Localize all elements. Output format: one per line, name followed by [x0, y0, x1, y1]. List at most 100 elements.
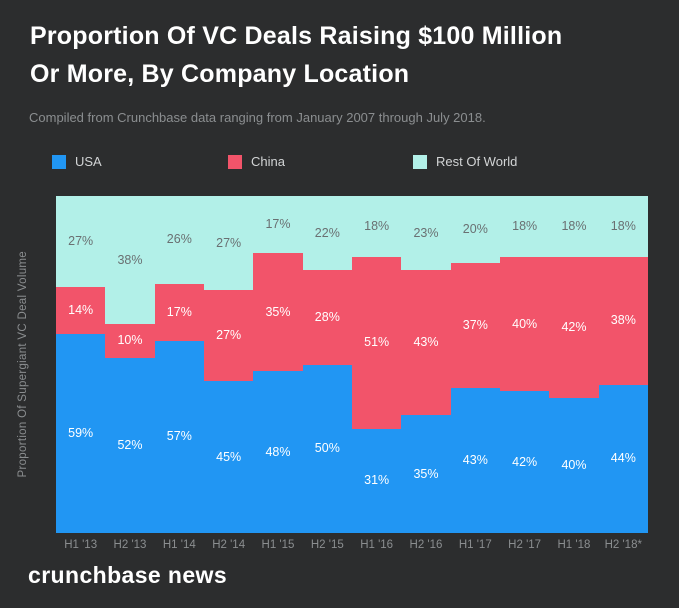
value-label-rest-of-world: 18%: [364, 218, 390, 233]
legend-item-china: China: [228, 154, 413, 169]
x-tick: H2 '14: [212, 539, 246, 551]
segment-rest-of-world: 17%: [253, 196, 303, 254]
y-axis: Proportion Of Supergiant VC Deal Volume: [0, 196, 46, 533]
value-label-china: 37%: [462, 318, 488, 333]
x-axis: H1 '13 H2 '13 H1 '14 H2 '14 H1 '15 H2 '15 H1 '…: [56, 539, 648, 551]
segment-rest-of-world: 20%: [450, 196, 500, 264]
segment-china: 43%: [401, 270, 451, 416]
segment-usa: 48%: [253, 371, 303, 533]
value-label-usa: 52%: [117, 437, 143, 452]
segment-china: 17%: [154, 283, 204, 341]
value-label-rest-of-world: 27%: [216, 235, 242, 250]
x-tick: H1 '13: [64, 539, 98, 551]
value-label-china: 35%: [265, 304, 291, 319]
x-tick: H2 '17: [508, 539, 542, 551]
value-label-china: 17%: [166, 304, 192, 319]
legend-swatch-usa: [52, 154, 66, 169]
value-label-usa: 45%: [216, 449, 242, 464]
value-label-china: 40%: [512, 316, 538, 331]
plot-area: 59% 14% 27% 52% 10% 38% 57% 17% 26% 45% 27% 27% 48% 3…: [56, 196, 648, 533]
legend-swatch-rest-of-world: [413, 154, 427, 169]
value-label-usa: 43%: [462, 453, 488, 468]
segment-usa: 35%: [401, 415, 451, 533]
y-axis-label: Proportion Of Supergiant VC Deal Volume: [17, 251, 29, 478]
value-label-china: 38%: [610, 313, 636, 328]
value-label-usa: 44%: [610, 451, 636, 466]
value-label-rest-of-world: 27%: [68, 234, 94, 248]
value-label-china: 27%: [216, 328, 242, 343]
value-label-usa: 42%: [512, 454, 538, 469]
segment-rest-of-world: 23%: [401, 196, 451, 271]
legend-item-rest-of-world: Rest Of World: [413, 154, 517, 169]
value-label-china: 10%: [117, 333, 143, 348]
segment-usa: 43%: [450, 388, 500, 533]
value-label-china: 28%: [314, 309, 340, 324]
value-label-china: 42%: [561, 319, 587, 334]
value-label-china: 14%: [68, 303, 94, 318]
segment-rest-of-world: 18%: [549, 196, 599, 257]
value-label-usa: 50%: [314, 441, 340, 456]
segment-rest-of-world: 18%: [598, 196, 648, 257]
segment-china: 35%: [253, 253, 303, 372]
value-label-usa: 48%: [265, 444, 291, 459]
x-tick: H2 '13: [113, 539, 147, 551]
segment-china: 10%: [105, 324, 155, 358]
segment-usa: 44%: [598, 384, 648, 533]
value-label-usa: 57%: [166, 429, 192, 444]
segment-rest-of-world: 27%: [204, 196, 254, 291]
legend-label-usa: USA: [75, 154, 102, 169]
segment-rest-of-world: 38%: [105, 196, 155, 325]
subtitle: Compiled from Crunchbase data ranging fr…: [29, 110, 486, 125]
x-tick: H1 '17: [458, 539, 492, 551]
value-label-usa: 40%: [561, 458, 587, 473]
segment-usa: 42%: [500, 391, 550, 533]
value-label-usa: 59%: [68, 426, 94, 441]
x-tick: H1 '14: [162, 539, 196, 551]
segment-usa: 52%: [105, 357, 155, 533]
title-line-1: Proportion Of VC Deals Raising $100 Mill…: [30, 22, 563, 50]
segment-usa: 31%: [352, 428, 402, 533]
segment-usa: 59%: [56, 334, 106, 533]
segment-china: 40%: [500, 256, 550, 392]
value-label-china: 51%: [364, 335, 390, 350]
value-label-rest-of-world: 18%: [561, 218, 587, 233]
x-tick: H2 '16: [409, 539, 443, 551]
legend: USA China Rest Of World: [52, 154, 517, 169]
segment-rest-of-world: 18%: [500, 196, 550, 257]
segment-usa: 57%: [154, 340, 204, 533]
value-label-rest-of-world: 20%: [462, 222, 488, 237]
page-title: Proportion Of VC Deals Raising $100 Mill…: [30, 17, 562, 93]
segment-china: 38%: [598, 256, 648, 385]
value-label-usa: 35%: [413, 466, 439, 481]
legend-label-china: China: [251, 154, 285, 169]
x-tick: H1 '16: [360, 539, 394, 551]
x-tick: H2 '18*: [604, 539, 642, 551]
segment-china: 28%: [302, 270, 352, 365]
crunchbase-news-logo: crunchbase news: [28, 562, 228, 588]
value-label-rest-of-world: 38%: [117, 252, 143, 267]
value-label-rest-of-world: 18%: [610, 218, 636, 233]
segment-rest-of-world: 27%: [56, 196, 106, 287]
legend-label-rest-of-world: Rest Of World: [436, 154, 518, 169]
value-label-rest-of-world: 26%: [166, 232, 192, 247]
segment-china: 37%: [450, 263, 500, 389]
segment-china: 14%: [56, 287, 106, 335]
legend-item-usa: USA: [52, 154, 228, 169]
x-tick: H1 '18: [557, 539, 591, 551]
segment-rest-of-world: 18%: [352, 196, 402, 257]
segment-usa: 45%: [204, 381, 254, 533]
x-tick: H2 '15: [310, 539, 344, 551]
segment-china: 27%: [204, 290, 254, 382]
value-label-rest-of-world: 22%: [314, 225, 340, 240]
x-tick: H1 '15: [261, 539, 295, 551]
value-label-usa: 31%: [364, 473, 390, 488]
title-line-2: Or More, By Company Location: [30, 60, 410, 88]
value-label-rest-of-world: 18%: [512, 218, 538, 233]
segment-usa: 50%: [302, 364, 352, 533]
value-label-china: 43%: [413, 335, 439, 350]
segment-china: 51%: [352, 256, 402, 429]
segment-china: 42%: [549, 256, 599, 399]
value-label-rest-of-world: 23%: [413, 225, 439, 240]
segment-rest-of-world: 26%: [154, 196, 204, 284]
segment-usa: 40%: [549, 398, 599, 533]
